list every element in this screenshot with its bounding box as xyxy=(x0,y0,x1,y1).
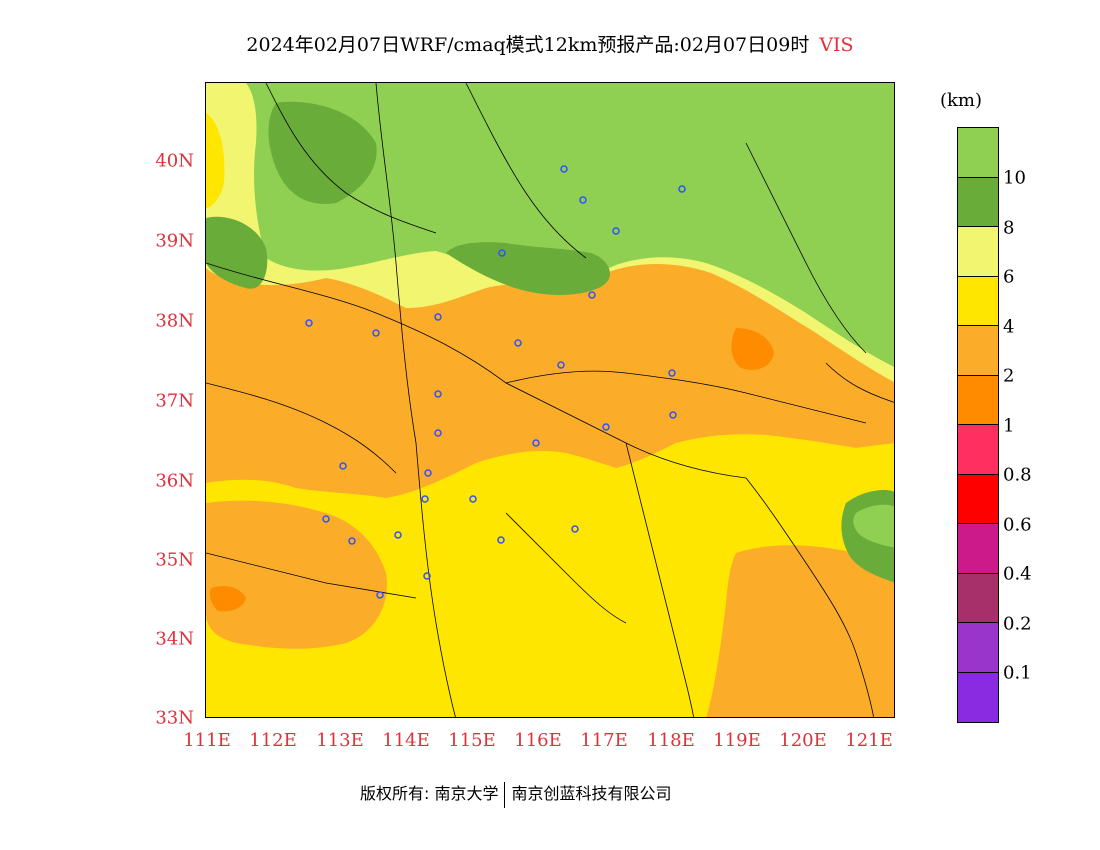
x-tick-label: 114E xyxy=(382,730,430,751)
chart-title: 2024年02月07日WRF/cmaq模式12km预报产品:02月07日09时 V… xyxy=(0,30,1100,57)
title-variable: VIS xyxy=(819,34,854,56)
high-green-zone-west xyxy=(206,216,268,289)
title-text: 2024年02月07日WRF/cmaq模式12km预报产品:02月07日09时 xyxy=(246,34,810,56)
high-green-zone-north xyxy=(268,101,377,204)
legend-label: 0.8 xyxy=(1003,464,1032,486)
legend-swatch xyxy=(958,573,998,623)
legend-label: 0.4 xyxy=(1003,563,1032,585)
legend-label: 1 xyxy=(1003,415,1015,437)
y-tick-label: 38N xyxy=(155,310,194,332)
x-tick-label: 111E xyxy=(183,730,231,751)
x-tick-label: 118E xyxy=(647,730,695,751)
high-green-zone-center xyxy=(446,242,611,295)
very-high-green-zone-east xyxy=(853,504,894,548)
legend-swatch xyxy=(958,177,998,227)
x-tick-label: 112E xyxy=(249,730,297,751)
x-tick-label: 113E xyxy=(316,730,364,751)
legend-label: 8 xyxy=(1003,217,1015,239)
copyright-footer: 版权所有: 南京大学 南京创蓝科技有限公司 xyxy=(360,780,672,808)
legend-label: 10 xyxy=(1003,167,1026,189)
legend-unit: (km) xyxy=(940,90,983,111)
orange-zone-west xyxy=(209,586,246,612)
copyright-left: 版权所有: 南京大学 xyxy=(360,784,499,803)
y-tick-label: 36N xyxy=(155,470,194,492)
x-tick-label: 116E xyxy=(514,730,562,751)
very-high-green-zone xyxy=(246,83,894,367)
legend-swatch xyxy=(958,375,998,425)
legend-swatch xyxy=(958,672,998,722)
yellow-zone-northwest xyxy=(206,113,225,208)
province-boundaries xyxy=(206,83,894,717)
light-orange-zone-southeast xyxy=(706,545,894,717)
legend-label: 4 xyxy=(1003,316,1015,338)
copyright-right: 南京创蓝科技有限公司 xyxy=(511,784,672,803)
light-orange-zone-southwest xyxy=(206,500,387,649)
y-tick-label: 37N xyxy=(155,390,194,412)
y-tick-label: 40N xyxy=(155,150,194,172)
city-markers xyxy=(305,165,686,599)
legend-swatch xyxy=(958,326,998,376)
legend-label: 2 xyxy=(1003,365,1015,387)
orange-zone-coast xyxy=(731,328,774,370)
legend-swatch xyxy=(958,227,998,277)
y-tick-label: 39N xyxy=(155,230,194,252)
x-tick-label: 119E xyxy=(713,730,761,751)
y-tick-label: 33N xyxy=(155,707,194,729)
legend-swatch xyxy=(958,474,998,524)
legend-swatch xyxy=(958,425,998,475)
color-legend xyxy=(957,127,999,723)
x-tick-label: 117E xyxy=(580,730,628,751)
y-tick-label: 34N xyxy=(155,628,194,650)
legend-swatch xyxy=(958,128,998,178)
copyright-separator xyxy=(504,781,506,808)
visibility-field xyxy=(206,83,894,717)
x-tick-label: 115E xyxy=(448,730,496,751)
legend-label: 0.1 xyxy=(1003,662,1032,684)
y-tick-label: 35N xyxy=(155,549,194,571)
legend-swatch xyxy=(958,276,998,326)
legend-swatch xyxy=(958,524,998,574)
forecast-map xyxy=(205,82,895,718)
x-tick-label: 120E xyxy=(779,730,827,751)
legend-label: 0.6 xyxy=(1003,514,1032,536)
legend-label: 0.2 xyxy=(1003,613,1032,635)
legend-swatch xyxy=(958,623,998,673)
legend-label: 6 xyxy=(1003,266,1015,288)
x-tick-label: 121E xyxy=(845,730,893,751)
